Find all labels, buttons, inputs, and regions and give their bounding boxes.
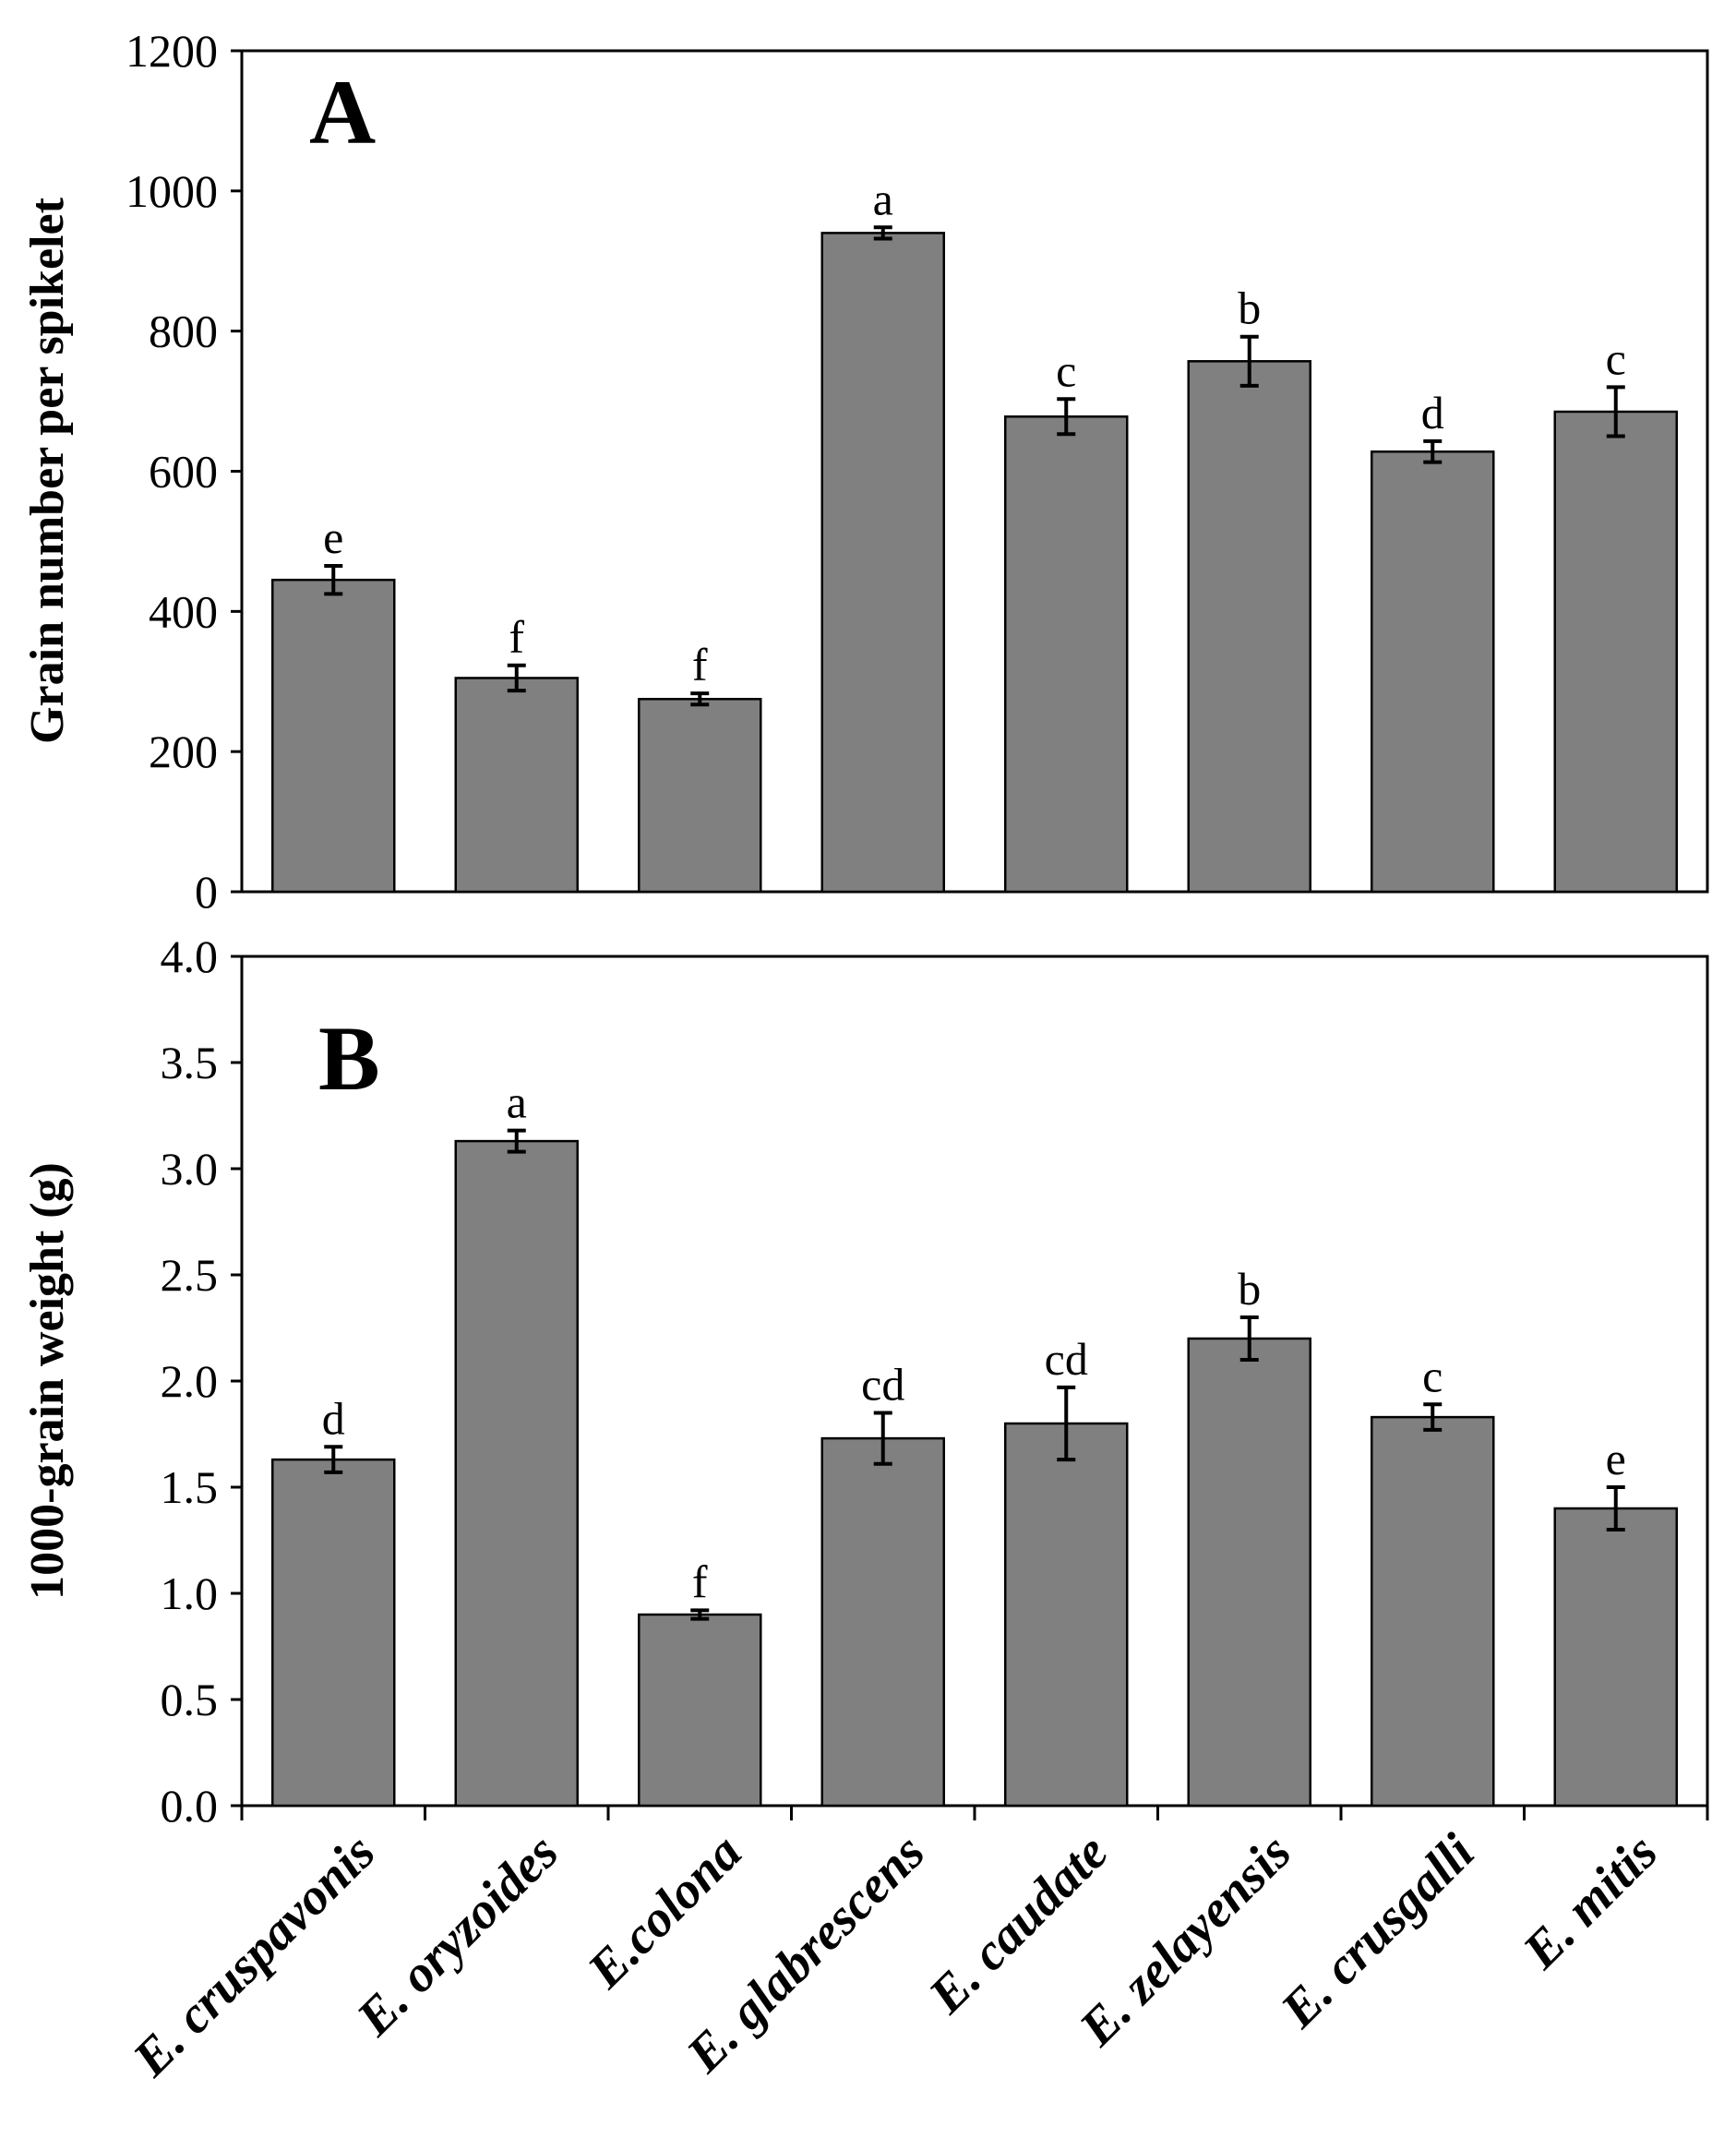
bar xyxy=(820,1436,945,1808)
error-bar xyxy=(873,225,892,241)
significance-letter: d xyxy=(1421,387,1444,438)
bar xyxy=(1371,450,1495,894)
error-bar xyxy=(1423,1402,1443,1432)
y-axis-label: Grain number per spikelet xyxy=(21,197,74,743)
x-category-label: E. crusgalli xyxy=(1270,1823,1486,2039)
y-tick-label: 1.5 xyxy=(161,1461,219,1513)
x-category-label: E.colona xyxy=(577,1823,753,2000)
bar xyxy=(638,1613,762,1808)
error-bar xyxy=(690,691,710,707)
significance-letter: a xyxy=(507,1076,527,1128)
error-bar xyxy=(1423,438,1443,464)
error-bar xyxy=(1057,397,1076,437)
panel-letter: B xyxy=(318,1007,380,1110)
bar xyxy=(820,232,945,894)
bar xyxy=(1187,1337,1311,1808)
y-tick-label: 0.5 xyxy=(161,1674,219,1725)
significance-letter: f xyxy=(509,611,524,663)
y-tick-label: 4.0 xyxy=(161,931,219,982)
x-category-label: E. mitis xyxy=(1512,1823,1669,1980)
significance-letter: cd xyxy=(1045,1333,1088,1385)
y-tick-label: 0 xyxy=(195,866,218,918)
error-bar xyxy=(1606,385,1625,438)
significance-letter: cd xyxy=(861,1359,904,1411)
y-tick-label: 3.0 xyxy=(161,1143,219,1195)
error-bar xyxy=(1239,1315,1259,1362)
error-bar xyxy=(1239,334,1259,388)
x-category-label: E. cruspavonis xyxy=(122,1823,387,2088)
y-tick-label: 200 xyxy=(149,726,218,777)
bar xyxy=(271,1458,396,1808)
error-bar xyxy=(1606,1485,1625,1531)
y-tick-label: 2.5 xyxy=(161,1249,219,1301)
y-tick-label: 800 xyxy=(149,306,218,357)
y-tick-label: 3.5 xyxy=(161,1037,219,1088)
error-bar xyxy=(690,1608,710,1621)
bar xyxy=(1187,360,1311,894)
panel-b: 0.0 0.5 1.0 1.5 2.0 2.5 3.0 3.5 4.0 1000-grain we… xyxy=(21,931,1709,1832)
bar xyxy=(1371,1415,1495,1808)
significance-letter: a xyxy=(873,173,893,224)
bar xyxy=(1553,1507,1678,1808)
bar xyxy=(1004,415,1129,894)
y-tick-label: 0.0 xyxy=(161,1780,219,1832)
significance-letter: b xyxy=(1238,282,1261,334)
significance-letter: e xyxy=(323,511,343,563)
error-bar xyxy=(1057,1385,1076,1462)
y-tick-label: 600 xyxy=(149,446,218,498)
error-bar xyxy=(507,663,526,693)
y-axis-label: 1000-grain weight (g) xyxy=(21,1162,74,1600)
bar xyxy=(1004,1422,1129,1808)
error-bar xyxy=(324,1445,343,1474)
x-category-label: E. caudate xyxy=(917,1823,1119,2024)
significance-letter: b xyxy=(1238,1263,1261,1315)
y-tick-label: 1.0 xyxy=(161,1567,219,1619)
panel-letter: A xyxy=(309,61,376,163)
bar xyxy=(638,697,762,894)
y-tick-label: 400 xyxy=(149,585,218,637)
panel-a: 0 200 400 600 800 1000 1200 Grain number per sp… xyxy=(21,25,1709,918)
bar xyxy=(454,677,579,894)
y-tick-label: 1000 xyxy=(126,165,218,217)
y-tick-label: 2.0 xyxy=(161,1355,219,1407)
significance-letter: c xyxy=(1606,332,1626,384)
significance-letter: f xyxy=(692,1555,708,1607)
bar xyxy=(1553,410,1678,894)
bar xyxy=(271,578,396,894)
error-bar xyxy=(507,1128,526,1154)
bar xyxy=(454,1139,579,1808)
error-bar xyxy=(873,1411,892,1466)
significance-letter: e xyxy=(1606,1433,1626,1484)
significance-letter: d xyxy=(322,1392,345,1444)
error-bar xyxy=(324,563,343,596)
significance-letter: f xyxy=(692,639,708,691)
significance-letter: c xyxy=(1056,344,1076,396)
significance-letter: c xyxy=(1422,1350,1443,1401)
y-tick-label: 1200 xyxy=(126,25,218,77)
